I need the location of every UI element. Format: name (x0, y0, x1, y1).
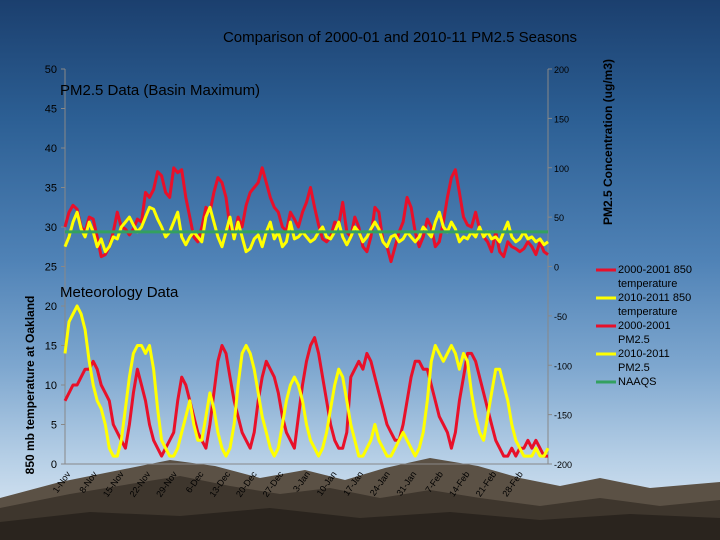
left-axis-ticks: 0 5 10 15 20 25 30 35 40 45 50 (45, 64, 65, 471)
left-tick-label: 45 (45, 104, 57, 116)
chart-title: Comparison of 2000-01 and 2010-11 PM2.5 … (223, 29, 577, 46)
legend-entry: 2000-2001 850temperature (618, 264, 692, 290)
right-tick-label: -150 (554, 411, 572, 421)
right-tick-label: 50 (554, 213, 564, 223)
legend-entry: NAAQS (618, 376, 657, 388)
left-tick-label: 25 (45, 262, 57, 274)
pm25-annotation: PM2.5 Data (Basin Maximum) (60, 82, 260, 99)
right-tick-label: -50 (554, 312, 567, 322)
series-line-0 (65, 338, 548, 457)
right-tick-label: 200 (554, 65, 569, 75)
left-tick-label: 0 (51, 459, 57, 471)
left-tick-label: 35 (45, 183, 57, 195)
right-tick-label: 150 (554, 114, 569, 124)
right-tick-label: -200 (554, 460, 572, 470)
right-axis-label: PM2.5 Concentration (ug/m3) (601, 59, 615, 225)
legend-entry: 2010-2011 850temperature (618, 292, 691, 318)
left-tick-label: 15 (45, 341, 57, 353)
left-axis-label: 850 mb temperature at Oakland (23, 296, 37, 475)
left-tick-label: 30 (45, 222, 57, 234)
left-tick-label: 50 (45, 64, 57, 76)
series-line-2 (65, 168, 548, 262)
right-tick-label: -100 (554, 361, 572, 371)
meteorology-annotation: Meteorology Data (60, 284, 179, 301)
right-axis-ticks: -200 -150 -100 -50 0 50 100 150 200 (548, 65, 572, 470)
left-tick-label: 10 (45, 380, 57, 392)
right-tick-label: 0 (554, 263, 559, 273)
left-tick-label: 5 (51, 420, 57, 432)
left-tick-label: 20 (45, 301, 57, 313)
legend-entry: 2000-2001PM2.5 (618, 320, 671, 346)
legend: 2000-2001 850temperature2010-2011 850tem… (596, 264, 692, 388)
series-line-1 (65, 306, 548, 456)
right-tick-label: 100 (554, 164, 569, 174)
series-lines (65, 168, 548, 456)
legend-entry: 2010-2011PM2.5 (618, 348, 670, 374)
left-tick-label: 40 (45, 143, 57, 155)
